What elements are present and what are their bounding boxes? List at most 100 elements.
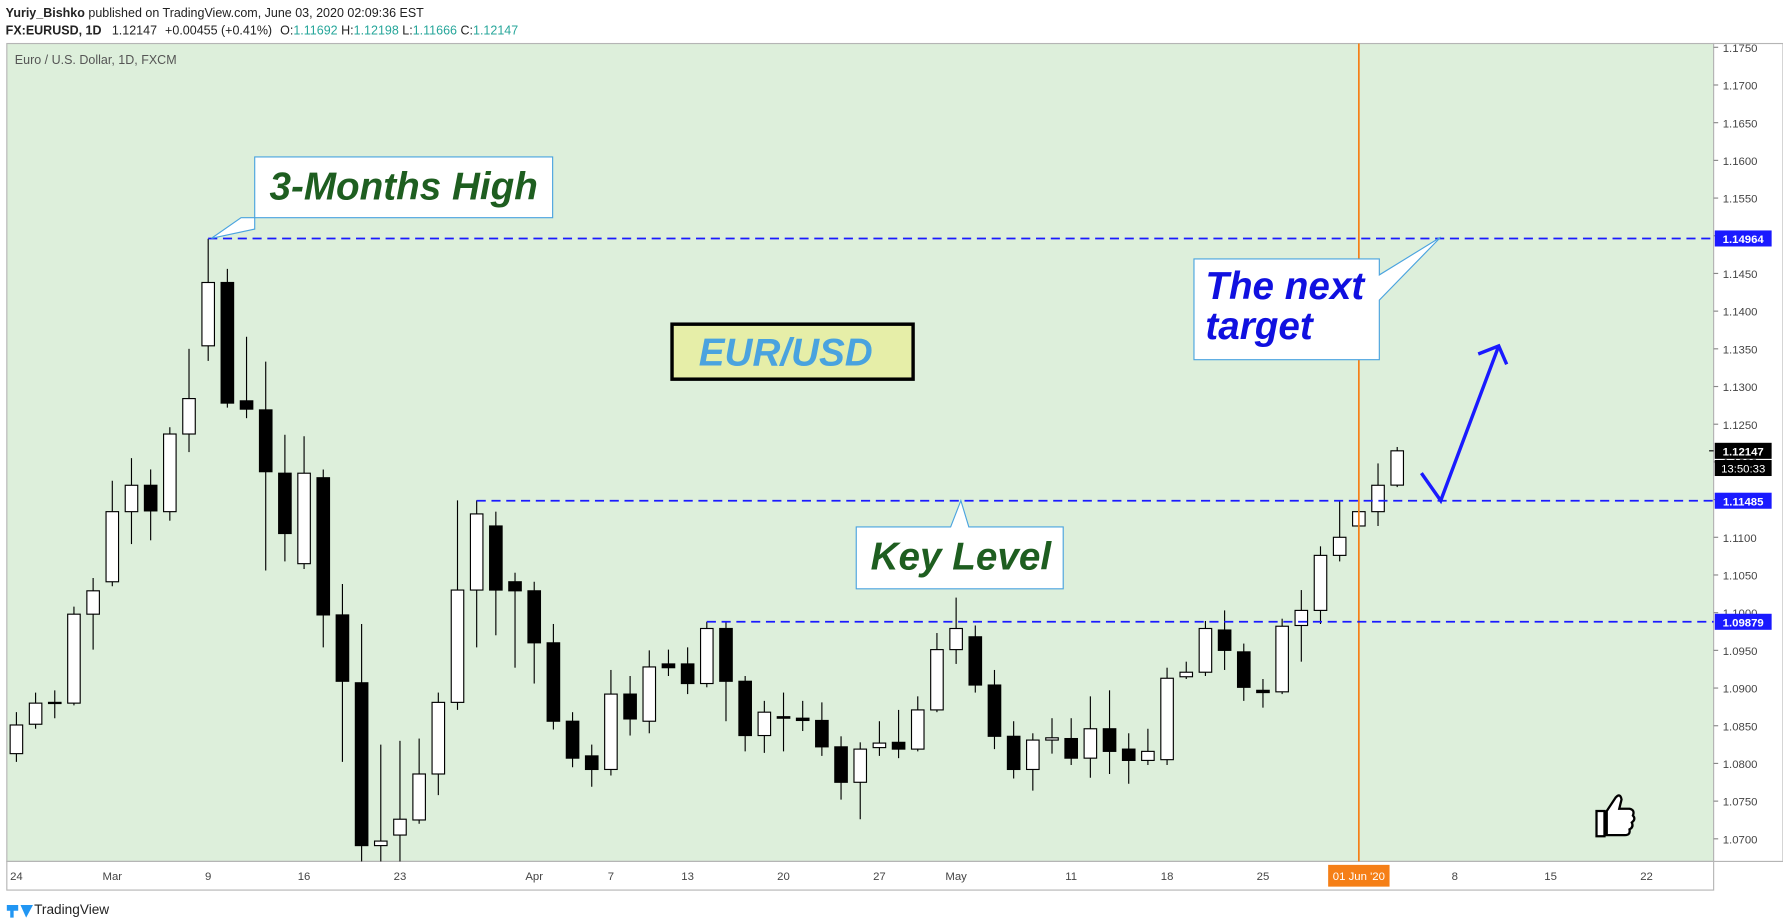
ohlc-value: 1.11692 bbox=[293, 23, 337, 37]
y-tick-label: 1.1050 bbox=[1723, 571, 1758, 583]
candle-body bbox=[373, 840, 388, 847]
annotation: target bbox=[1205, 305, 1314, 348]
ohlc-label: H: bbox=[341, 23, 354, 37]
candle-body bbox=[1141, 750, 1155, 761]
level-label: 1.09879 bbox=[1723, 617, 1764, 629]
candle-body bbox=[738, 680, 752, 737]
level-badge bbox=[1714, 492, 1772, 509]
legend: Euro / U.S. Dollar, 1D, FXCM bbox=[15, 53, 177, 67]
level-label: 1.14964 bbox=[1723, 234, 1765, 246]
author: Yuriy_Bishko bbox=[6, 6, 86, 20]
thumbs-up-icon bbox=[1595, 794, 1636, 838]
candle-body bbox=[1256, 689, 1270, 694]
candle-body bbox=[239, 400, 254, 410]
level-badge bbox=[1714, 613, 1772, 630]
candle-body bbox=[182, 398, 196, 435]
header-line: Yuriy_Bishko published on TradingView.co… bbox=[6, 6, 424, 20]
y-tick-label: 1.1600 bbox=[1723, 156, 1758, 168]
callout bbox=[855, 498, 1064, 590]
x-tick-label: May bbox=[945, 871, 967, 883]
x-tick-label: 18 bbox=[1161, 871, 1174, 883]
candle-body bbox=[546, 642, 561, 722]
candle-body bbox=[220, 281, 235, 404]
countdown-label: 13:50:33 bbox=[1721, 464, 1765, 476]
candle-body bbox=[623, 693, 637, 720]
candle-body bbox=[795, 717, 810, 722]
y-tick-label: 1.1300 bbox=[1723, 382, 1758, 394]
candle-body bbox=[1083, 728, 1098, 759]
candle-body bbox=[431, 701, 446, 775]
x-tick-label: 11 bbox=[1065, 871, 1077, 883]
candle-body bbox=[508, 581, 522, 592]
candle-body bbox=[1198, 627, 1213, 673]
x-tick-label: 22 bbox=[1640, 871, 1653, 883]
candle-body bbox=[1064, 737, 1079, 759]
pair-box bbox=[670, 322, 915, 381]
ohlc-label: C: bbox=[460, 23, 473, 37]
overlay: 1.0700 1.0750 1.0800 1.0850 1.0900 1.0950 1.10… bbox=[10, 43, 1772, 887]
candle-body bbox=[1121, 748, 1136, 761]
candle-body bbox=[28, 702, 43, 725]
candle-body bbox=[67, 613, 81, 704]
candle-body bbox=[968, 636, 983, 686]
candle-body bbox=[815, 719, 829, 748]
y-tick-label: 1.1350 bbox=[1723, 344, 1758, 356]
y-tick-label: 1.1250 bbox=[1723, 420, 1758, 432]
callout bbox=[1193, 236, 1442, 361]
ohlc-value: 1.12198 bbox=[354, 23, 399, 37]
y-tick-label: 1.0850 bbox=[1723, 721, 1758, 733]
countdown-badge bbox=[1714, 459, 1772, 477]
candle-body bbox=[910, 709, 925, 750]
candle-body bbox=[853, 748, 868, 783]
x-tick-label: 25 bbox=[1257, 871, 1270, 883]
y-tick-label: 1.0900 bbox=[1723, 684, 1758, 696]
x-tick-label: Apr bbox=[525, 871, 543, 883]
candle-body bbox=[872, 742, 887, 749]
callout bbox=[211, 156, 554, 239]
last-price-label: 1.12147 bbox=[1723, 446, 1764, 458]
y-tick-label: 1.1700 bbox=[1723, 81, 1758, 93]
symbol: FX:EURUSD, 1D bbox=[6, 23, 102, 37]
candle-body bbox=[1045, 737, 1059, 741]
y-tick-label: 1.1450 bbox=[1723, 269, 1758, 281]
candle-body bbox=[1026, 739, 1040, 771]
candle-body bbox=[891, 741, 906, 750]
candle-body bbox=[584, 755, 599, 771]
x-tick-label: 27 bbox=[873, 871, 886, 883]
candle-body bbox=[469, 513, 484, 591]
candle-body bbox=[1006, 735, 1021, 771]
candle-body bbox=[47, 701, 62, 705]
candle-body bbox=[297, 472, 311, 565]
candle-body bbox=[163, 433, 177, 513]
logo bbox=[6, 904, 33, 918]
candle-body bbox=[680, 663, 695, 685]
level-label: 1.11485 bbox=[1723, 496, 1764, 508]
arrow-head bbox=[1477, 343, 1509, 365]
y-tick-label: 1.1100 bbox=[1723, 533, 1757, 545]
candle-body bbox=[1371, 484, 1385, 513]
arrow bbox=[1420, 345, 1501, 505]
level-badge bbox=[1714, 230, 1772, 247]
x-tick-label: 20 bbox=[777, 871, 790, 883]
candle-body bbox=[412, 773, 426, 821]
annotation: EUR/USD bbox=[699, 331, 873, 374]
candles bbox=[9, 238, 1405, 862]
candle-body bbox=[719, 627, 733, 682]
candle-body bbox=[124, 484, 139, 513]
candle-body bbox=[450, 589, 465, 703]
candle-body bbox=[1179, 671, 1194, 678]
candle-body bbox=[527, 590, 542, 644]
candle-body bbox=[105, 511, 120, 583]
candle-body bbox=[278, 472, 292, 535]
last: 1.12147 bbox=[112, 23, 157, 37]
candle-body bbox=[354, 682, 369, 847]
y-tick-label: 1.0700 bbox=[1723, 834, 1758, 846]
x-tick-label: 15 bbox=[1544, 871, 1557, 883]
x-tick-label: 24 bbox=[10, 871, 23, 883]
candle-body bbox=[1102, 728, 1117, 752]
highlight-label-bg bbox=[1328, 864, 1390, 887]
ohlc-value: 1.12147 bbox=[473, 23, 518, 37]
candle-body bbox=[1160, 677, 1174, 761]
